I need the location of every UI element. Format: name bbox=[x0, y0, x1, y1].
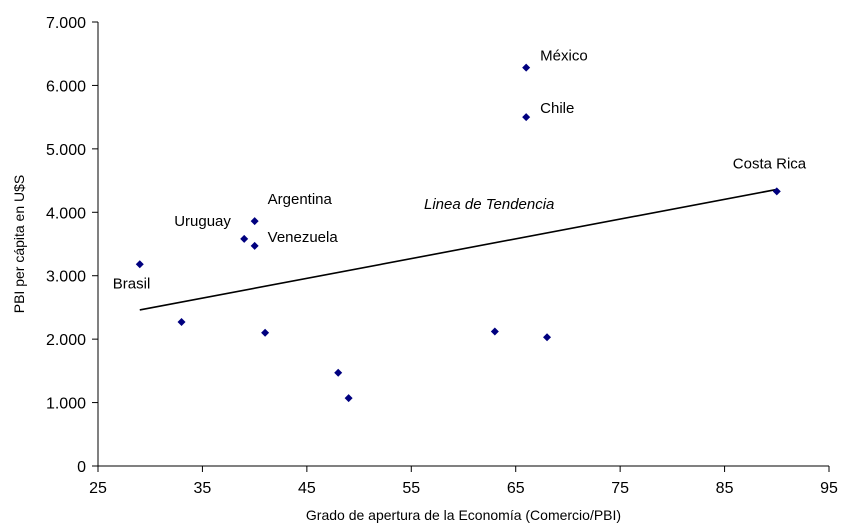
axes bbox=[92, 21, 830, 472]
data-point bbox=[334, 368, 343, 377]
data-point bbox=[177, 318, 186, 327]
y-tick-label: 4.000 bbox=[46, 205, 86, 222]
x-tick-label: 55 bbox=[402, 480, 420, 497]
tick-labels: 25 35 45 55 65 75 85 95 0 1.000 2.000 3.000 4.000 5.0… bbox=[46, 15, 838, 497]
trendline bbox=[139, 188, 777, 311]
data-point bbox=[250, 217, 259, 226]
y-tick-label: 6.000 bbox=[46, 78, 86, 95]
y-tick-label: 1.000 bbox=[46, 396, 86, 413]
x-tick-label: 25 bbox=[89, 480, 107, 497]
point-label: Venezuela bbox=[268, 229, 339, 246]
x-tick-label: 65 bbox=[507, 480, 525, 497]
x-tick-label: 45 bbox=[298, 480, 316, 497]
data-points bbox=[135, 63, 781, 403]
x-tick-label: 95 bbox=[820, 480, 838, 497]
data-point bbox=[543, 333, 552, 342]
y-tick-label: 3.000 bbox=[46, 269, 86, 286]
point-label: Costa Rica bbox=[733, 155, 807, 172]
point-label: Brasil bbox=[113, 275, 151, 292]
data-point bbox=[522, 113, 531, 122]
point-label: Uruguay bbox=[174, 213, 231, 230]
x-tick-label: 85 bbox=[716, 480, 734, 497]
data-point bbox=[250, 241, 259, 250]
data-point bbox=[522, 63, 531, 72]
y-tick-label: 2.000 bbox=[46, 332, 86, 349]
data-point bbox=[772, 187, 781, 196]
y-tick-label: 7.000 bbox=[46, 15, 86, 32]
x-tick-label: 35 bbox=[194, 480, 212, 497]
point-labels: Brasil Uruguay Argentina Venezuela México Chi… bbox=[113, 48, 807, 293]
y-tick-label: 5.000 bbox=[46, 142, 86, 159]
point-label: Chile bbox=[540, 100, 574, 117]
data-point bbox=[490, 327, 499, 336]
y-tick-label: 0 bbox=[77, 459, 86, 476]
point-label: Argentina bbox=[268, 191, 333, 208]
trendline-label: Linea de Tendencia bbox=[424, 196, 554, 213]
y-axis-title: PBI per cápita en U$S bbox=[11, 175, 27, 314]
point-label: México bbox=[540, 48, 588, 65]
data-point bbox=[240, 234, 249, 243]
x-tick-label: 75 bbox=[611, 480, 629, 497]
x-axis-title: Grado de apertura de la Economía (Comerc… bbox=[306, 507, 621, 523]
data-point bbox=[261, 328, 270, 337]
data-point bbox=[135, 260, 144, 269]
data-point bbox=[344, 394, 353, 403]
